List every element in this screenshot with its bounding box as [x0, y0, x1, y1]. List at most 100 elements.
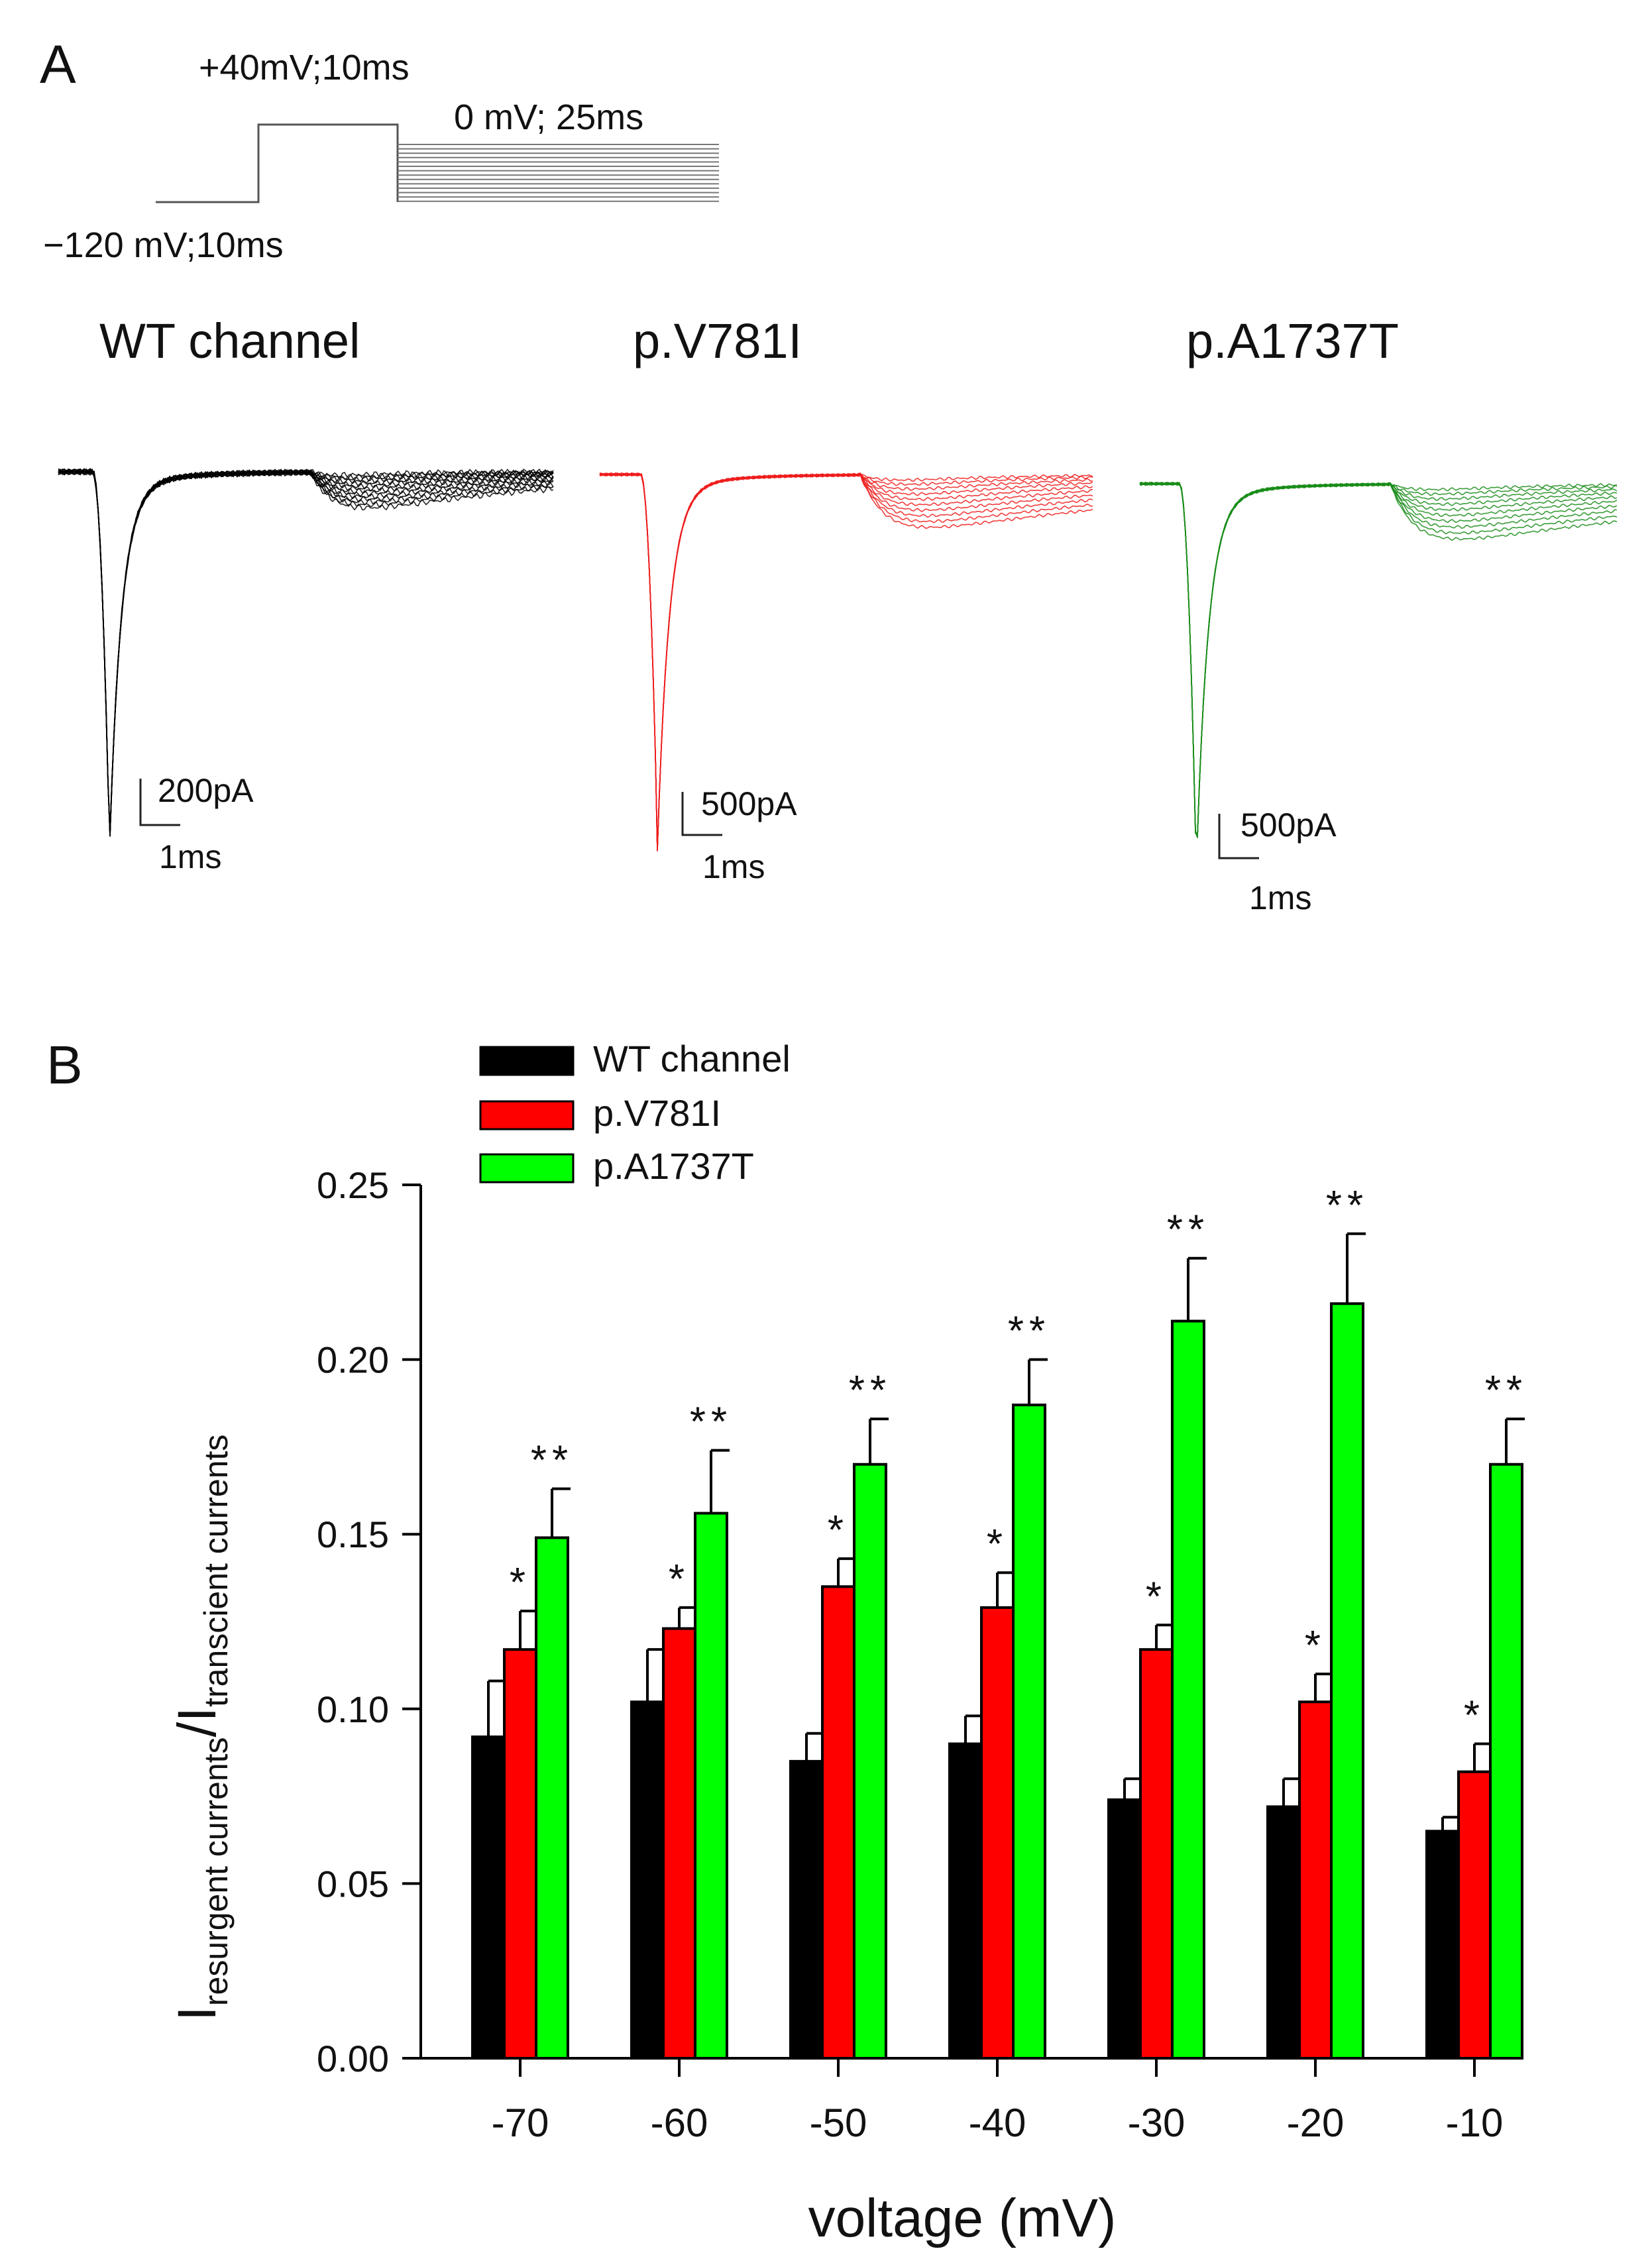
- current-trace-sweep: [599, 472, 1093, 851]
- y-tick-label: 0.00: [317, 2038, 389, 2079]
- y-tick-label: 0.25: [317, 1164, 389, 1206]
- current-trace-sweep: [1139, 481, 1618, 837]
- bar-1: [980, 1606, 1015, 2060]
- legend-swatch-v781i: [479, 1100, 575, 1131]
- scale-current-v781i: 500pA: [701, 785, 797, 822]
- current-trace-sweep: [1139, 482, 1618, 837]
- bars: *********************: [471, 1183, 1527, 2060]
- y-tick-label: 0.05: [317, 1863, 389, 1904]
- bar-2: [1489, 1463, 1523, 2060]
- current-trace-sweep: [599, 472, 1093, 852]
- trace-title-v781i: p.V781I: [633, 313, 802, 368]
- current-trace-sweep: [1139, 481, 1618, 837]
- scale-time-v781i: 1ms: [702, 848, 765, 885]
- bar-0: [1425, 1830, 1460, 2060]
- significance-label: **: [1485, 1368, 1527, 1413]
- current-trace-sweep: [58, 469, 554, 832]
- legend: WT channel p.V781I p.A1737T: [479, 1038, 791, 1187]
- current-trace-sweep: [58, 469, 554, 837]
- current-trace-sweep: [58, 467, 554, 837]
- x-tick-label: -30: [1128, 2101, 1185, 2145]
- bar-0: [1266, 1805, 1301, 2060]
- scale-time-wt: 1ms: [159, 838, 221, 875]
- y-label-i: I: [167, 2006, 227, 2021]
- y-label-sub1: resurgent currents: [197, 1737, 235, 2006]
- significance-label: **: [531, 1438, 573, 1484]
- x-tick-label: -40: [969, 2101, 1026, 2145]
- current-trace-sweep: [599, 472, 1093, 850]
- current-trace-sweep: [599, 472, 1093, 850]
- significance-label: *: [1464, 1693, 1485, 1739]
- current-trace-sweep: [599, 472, 1093, 851]
- current-trace-sweep: [58, 468, 554, 832]
- current-trace-v781i: [599, 472, 1093, 852]
- y-label-sub2: transcient currents: [197, 1435, 235, 1707]
- bar-0: [471, 1735, 506, 2060]
- current-trace-sweep: [58, 469, 554, 833]
- current-trace-sweep: [58, 467, 554, 835]
- current-trace-sweep: [599, 472, 1093, 850]
- bar-2: [535, 1536, 569, 2060]
- trace-title-wt: WT channel: [99, 313, 360, 368]
- legend-swatch-wt: [479, 1046, 575, 1076]
- current-trace-sweep: [599, 472, 1093, 849]
- current-trace-sweep: [599, 472, 1093, 850]
- y-tick-label: 0.15: [317, 1514, 389, 1555]
- significance-label: *: [987, 1521, 1008, 1567]
- legend-label-wt: WT channel: [593, 1038, 791, 1079]
- significance-label: *: [1146, 1574, 1167, 1620]
- legend-swatch-a1737t: [479, 1153, 575, 1184]
- significance-label: *: [828, 1508, 849, 1553]
- current-trace-sweep: [1139, 481, 1618, 838]
- panel-a-label: A: [40, 34, 76, 95]
- significance-label: *: [669, 1557, 690, 1602]
- scale-bar-a1737t: 500pA 1ms: [1218, 806, 1337, 916]
- current-trace-sweep: [58, 468, 554, 834]
- bar-1: [821, 1585, 855, 2060]
- protocol-step-lines: [398, 144, 719, 202]
- current-trace-wt: [58, 467, 554, 837]
- y-tick-label: 0.10: [317, 1688, 389, 1730]
- bar-0: [789, 1759, 824, 2060]
- bar-0: [948, 1742, 983, 2060]
- significance-label: **: [1008, 1309, 1050, 1354]
- current-trace-sweep: [58, 468, 554, 837]
- bar-2: [1012, 1404, 1046, 2060]
- current-trace-sweep: [1139, 481, 1618, 837]
- current-trace-sweep: [1139, 482, 1618, 837]
- legend-label-v781i: p.V781I: [593, 1092, 721, 1134]
- bar-0: [1107, 1798, 1142, 2060]
- x-axis-label: voltage (mV): [808, 2188, 1117, 2248]
- x-tick-label: -20: [1287, 2101, 1345, 2145]
- significance-label: *: [1305, 1623, 1326, 1669]
- current-trace-sweep: [58, 469, 554, 834]
- current-trace-sweep: [599, 472, 1093, 851]
- current-trace-sweep: [58, 468, 554, 836]
- current-trace-sweep: [58, 467, 554, 835]
- significance-label: **: [1167, 1207, 1209, 1253]
- scale-time-a1737t: 1ms: [1249, 879, 1311, 916]
- bar-2: [1171, 1319, 1205, 2060]
- current-trace-sweep: [1139, 481, 1618, 838]
- scale-current-wt: 200pA: [158, 772, 254, 809]
- current-trace-sweep: [1139, 481, 1618, 839]
- x-tick-label: -50: [810, 2101, 867, 2145]
- bar-0: [630, 1700, 665, 2060]
- bar-2: [1330, 1302, 1364, 2060]
- x-tick-label: -70: [492, 2101, 549, 2145]
- bar-1: [662, 1627, 696, 2060]
- protocol-step1-label: −120 mV;10ms: [43, 225, 284, 265]
- x-tick-label: -60: [651, 2101, 708, 2145]
- bar-1: [503, 1648, 537, 2060]
- trace-title-a1737t: p.A1737T: [1186, 313, 1399, 368]
- significance-label: **: [1326, 1183, 1368, 1229]
- current-trace-sweep: [58, 468, 554, 836]
- y-tick-label: 0.20: [317, 1339, 389, 1381]
- x-tick-label: -10: [1446, 2101, 1504, 2145]
- current-trace-sweep: [599, 472, 1093, 850]
- y-ticks: 0.00 0.05 0.10 0.15 0.20 0.25: [317, 1164, 421, 2079]
- voltage-protocol: +40mV;10ms 0 mV; 25ms −120 mV;10ms: [43, 48, 719, 265]
- y-label-slash: /I: [167, 1707, 227, 1738]
- scale-bar-wt: 200pA 1ms: [139, 772, 254, 875]
